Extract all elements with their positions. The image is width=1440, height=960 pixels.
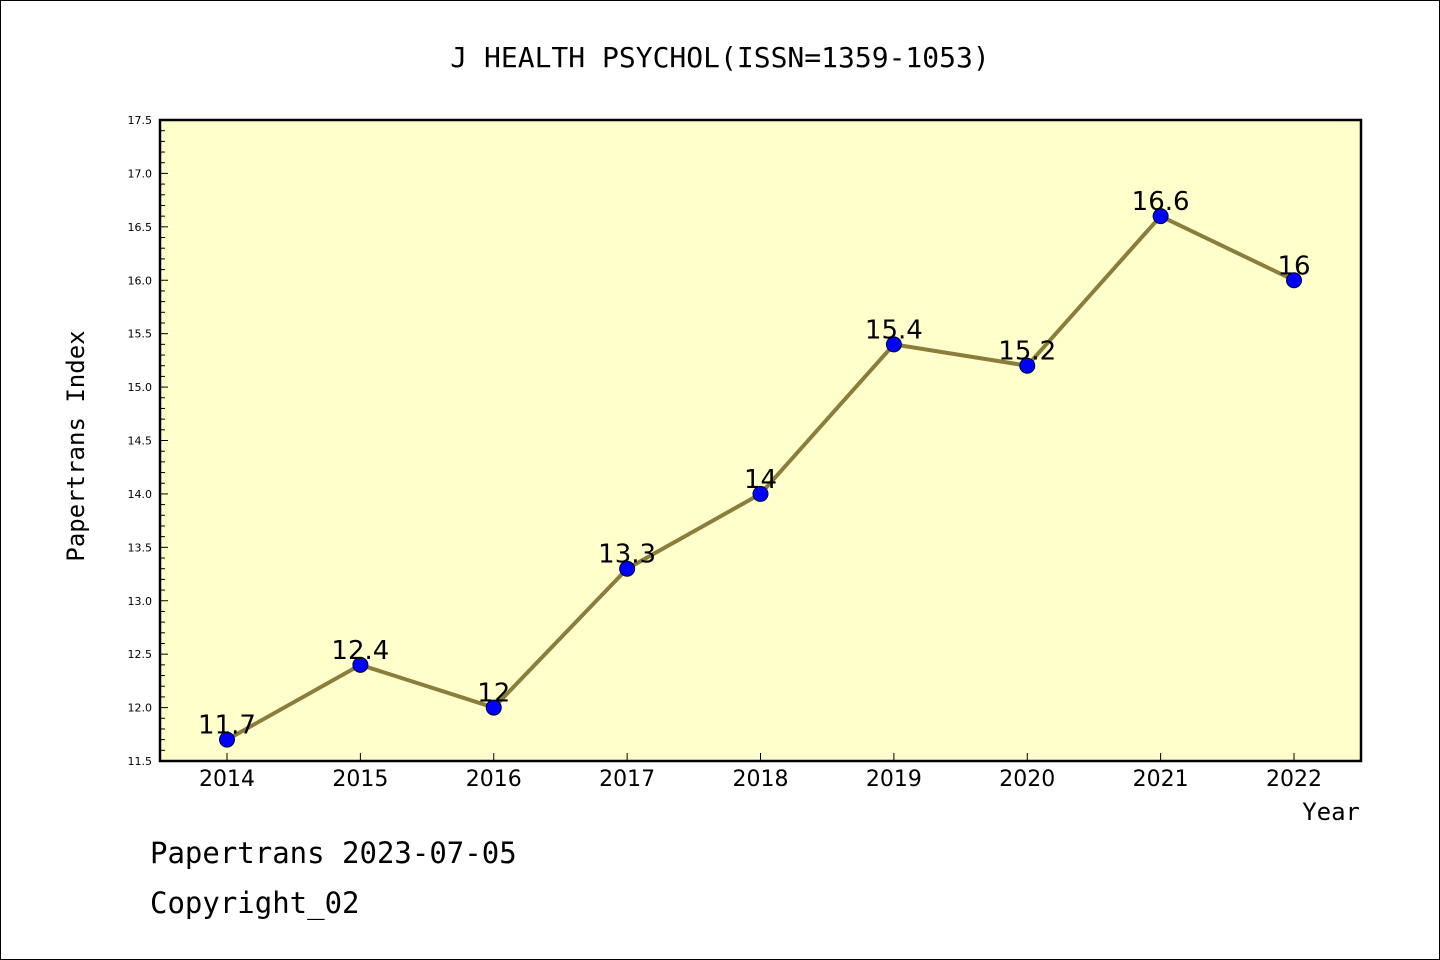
y-tick-label: 13.5 — [128, 541, 153, 554]
x-tick-label: 2017 — [599, 767, 655, 792]
data-label: 13.3 — [598, 540, 656, 570]
x-tick-label: 2016 — [466, 767, 522, 792]
footer-source-date: Papertrans 2023-07-05 — [150, 836, 517, 870]
y-tick-label: 13.0 — [128, 595, 153, 608]
footer-copyright: Copyright_02 — [150, 886, 360, 920]
data-point — [619, 560, 636, 577]
data-labels: 11.7 12.4 12 13.3 14 15.4 15.2 16.6 16 — [198, 187, 1310, 740]
data-label: 15.4 — [865, 315, 923, 345]
y-tick-label: 17.5 — [128, 114, 153, 127]
x-tick-label: 2022 — [1266, 767, 1322, 792]
data-point — [885, 336, 902, 353]
x-axis: 2014 2015 2016 2017 2018 2019 2020 2021 2022 — [199, 753, 1322, 792]
data-label: 16 — [1277, 251, 1310, 281]
data-label: 11.7 — [198, 711, 256, 741]
data-label: 12 — [477, 679, 510, 709]
y-tick-label: 16.5 — [128, 221, 153, 234]
series-line-group — [219, 208, 1302, 748]
plot-area — [158, 118, 1363, 763]
y-tick-label: 14.0 — [128, 488, 153, 501]
data-label: 12.4 — [331, 636, 389, 666]
x-tick-label: 2018 — [733, 767, 789, 792]
y-tick-label: 14.5 — [128, 435, 153, 448]
y-tick-label: 16.0 — [128, 274, 153, 287]
chart-title: J HEALTH PSYCHOL(ISSN=1359-1053) — [450, 41, 989, 74]
data-label: 14 — [744, 465, 777, 495]
data-point — [219, 731, 235, 748]
data-label: 15.2 — [998, 337, 1056, 367]
data-point — [485, 699, 502, 716]
x-tick-label: 2021 — [1133, 767, 1189, 792]
y-axis: 11.5 12.0 12.5 13.0 13.5 14.0 14.5 15.0 15.5 16.0… — [128, 114, 168, 768]
x-tick-label: 2019 — [866, 767, 922, 792]
data-point — [752, 485, 769, 502]
y-tick-label: 11.5 — [128, 755, 153, 768]
y-tick-label: 12.5 — [128, 648, 153, 661]
data-point — [1019, 357, 1036, 374]
data-point — [1286, 272, 1302, 289]
y-tick-label: 12.0 — [128, 702, 153, 715]
y-tick-label: 15.5 — [128, 328, 153, 341]
data-point — [1152, 208, 1169, 225]
x-axis-label: Year — [1302, 798, 1360, 826]
x-tick-label: 2020 — [999, 767, 1055, 792]
x-tick-label: 2015 — [332, 767, 388, 792]
y-axis-label: Papertrans Index — [62, 330, 90, 561]
data-label: 16.6 — [1132, 187, 1190, 217]
y-tick-label: 17.0 — [128, 167, 153, 180]
x-tick-label: 2014 — [199, 767, 255, 792]
data-point — [352, 656, 369, 673]
y-tick-label: 15.0 — [128, 381, 153, 394]
